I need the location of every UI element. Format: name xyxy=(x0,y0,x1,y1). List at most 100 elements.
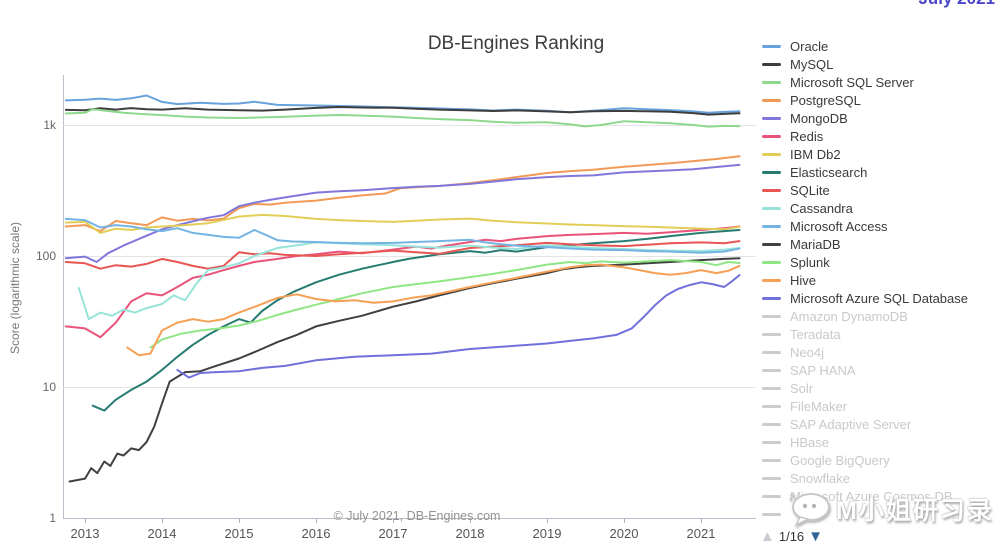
x-tick-mark xyxy=(470,519,471,523)
legend-item-redis[interactable]: Redis xyxy=(762,127,1005,145)
x-tick-label: 2015 xyxy=(224,526,254,541)
legend-swatch xyxy=(762,80,781,84)
legend-item-amazon-dynamodb[interactable]: Amazon DynamoDB xyxy=(762,307,1005,325)
legend-item-solr[interactable]: Solr xyxy=(762,379,1005,397)
legend-item-hbase[interactable]: HBase xyxy=(762,433,1005,451)
legend-swatch xyxy=(762,242,781,246)
legend-swatch xyxy=(762,314,781,318)
legend-label: Redis xyxy=(790,128,824,144)
series-line-elasticsearch xyxy=(91,229,741,412)
legend-label: Microsoft SQL Server xyxy=(790,74,914,90)
legend-item-postgresql[interactable]: PostgreSQL xyxy=(762,91,1005,109)
legend-item-mongodb[interactable]: MongoDB xyxy=(762,109,1005,127)
legend-label: MariaDB xyxy=(790,236,841,252)
series-line-ibm-db2 xyxy=(64,213,741,234)
legend-item-hive[interactable]: Hive xyxy=(762,271,1005,289)
legend-label: Solr xyxy=(790,380,814,396)
legend-item-splunk[interactable]: Splunk xyxy=(762,253,1005,271)
legend-label: MongoDB xyxy=(790,110,848,126)
legend-swatch xyxy=(762,188,781,192)
legend-item-mariadb[interactable]: MariaDB xyxy=(762,235,1005,253)
chart-title: DB-Engines Ranking xyxy=(427,33,605,54)
legend-label: FileMaker xyxy=(790,398,848,414)
legend-label: Hive xyxy=(790,272,817,288)
legend-item-neo4j[interactable]: Neo4j xyxy=(762,343,1005,361)
legend-swatch xyxy=(762,62,781,66)
series-line-splunk xyxy=(149,259,741,349)
x-tick-mark xyxy=(547,519,548,523)
series-line-postgresql xyxy=(64,155,741,233)
legend-item-oracle[interactable]: Oracle xyxy=(762,37,1005,55)
series-line-sqlite xyxy=(64,240,741,270)
series-line-mongodb xyxy=(64,163,741,263)
x-tick-label: 2013 xyxy=(70,526,100,541)
legend-item-filemaker[interactable]: FileMaker xyxy=(762,397,1005,415)
legend-label: Amazon DynamoDB xyxy=(790,308,908,324)
y-tick-label: 100 xyxy=(35,249,56,263)
legend-label: PostgreSQL xyxy=(790,92,861,108)
y-axis-line xyxy=(63,75,64,519)
x-tick-mark xyxy=(162,519,163,523)
x-tick-mark xyxy=(393,519,394,523)
legend-item-microsoft-access[interactable]: Microsoft Access xyxy=(762,217,1005,235)
x-tick-label: 2019 xyxy=(532,526,562,541)
legend-item-microsoft-sql-server[interactable]: Microsoft SQL Server xyxy=(762,73,1005,91)
y-tick-label: 10 xyxy=(42,380,56,394)
legend-swatch xyxy=(762,458,781,462)
legend-label: Elasticsearch xyxy=(790,164,868,180)
gridline-100 xyxy=(63,256,756,257)
x-tick-label: 2021 xyxy=(686,526,716,541)
series-line-mariadb xyxy=(68,257,741,483)
legend-item-mysql[interactable]: MySQL xyxy=(762,55,1005,73)
legend-item-microsoft-azure-sql-database[interactable]: Microsoft Azure SQL Database xyxy=(762,289,1005,307)
legend-label: Teradata xyxy=(790,326,841,342)
legend-label: SAP HANA xyxy=(790,362,856,378)
legend-item-google-bigquery[interactable]: Google BigQuery xyxy=(762,451,1005,469)
legend-swatch xyxy=(762,296,781,300)
series-line-redis xyxy=(64,225,741,339)
chart-footer-credit: © July 2021, DB-Engines.com xyxy=(333,509,501,523)
legend-item-snowflake[interactable]: Snowflake xyxy=(762,469,1005,487)
legend-item-sap-adaptive-server[interactable]: SAP Adaptive Server xyxy=(762,415,1005,433)
legend-label: Microsoft Azure Cosmos DB xyxy=(790,488,953,504)
page-down-icon[interactable]: ▼ xyxy=(808,528,824,545)
legend-item-teradata[interactable]: Teradata xyxy=(762,325,1005,343)
x-axis-line xyxy=(63,518,756,519)
legend-swatch xyxy=(762,44,781,48)
y-tick-label: 1 xyxy=(49,511,56,525)
x-tick-mark xyxy=(316,519,317,523)
legend-item-sap-hana[interactable]: SAP HANA xyxy=(762,361,1005,379)
legend-item-sqlite[interactable]: SQLite xyxy=(762,181,1005,199)
legend-label: SQLite xyxy=(790,182,830,198)
legend-label: Microsoft Azure SQL Database xyxy=(790,290,968,306)
legend-swatch xyxy=(762,476,781,480)
legend-pagination: ▲ 1/16 ▼ xyxy=(760,528,823,545)
x-tick-mark xyxy=(701,519,702,523)
y-tick-label: 1k xyxy=(43,118,56,132)
series-line-hive xyxy=(126,263,741,357)
legend-label: Snowflake xyxy=(790,470,850,486)
series-line-oracle xyxy=(64,94,741,114)
legend-swatch xyxy=(762,494,781,498)
legend-swatch xyxy=(762,404,781,408)
x-tick-label: 2016 xyxy=(301,526,331,541)
legend-swatch xyxy=(762,512,781,516)
legend-swatch xyxy=(762,260,781,264)
legend-item-obscured[interactable] xyxy=(762,505,1005,523)
legend-item-ibm-db2[interactable]: IBM Db2 xyxy=(762,145,1005,163)
legend-swatch xyxy=(762,278,781,282)
clipped-date-label: July 2021 xyxy=(918,0,995,9)
legend-item-elasticsearch[interactable]: Elasticsearch xyxy=(762,163,1005,181)
series-line-microsoft-azure-sql-database xyxy=(176,274,741,379)
series-line-microsoft-sql-server xyxy=(64,108,741,128)
legend-item-cassandra[interactable]: Cassandra xyxy=(762,199,1005,217)
legend-item-microsoft-azure-cosmos-db[interactable]: Microsoft Azure Cosmos DB xyxy=(762,487,1005,505)
x-tick-mark xyxy=(624,519,625,523)
x-tick-mark xyxy=(85,519,86,523)
page-indicator: 1/16 xyxy=(778,529,805,544)
page-up-icon[interactable]: ▲ xyxy=(760,528,775,545)
legend-label: MySQL xyxy=(790,56,834,72)
legend-swatch xyxy=(762,386,781,390)
x-tick-mark xyxy=(239,519,240,523)
